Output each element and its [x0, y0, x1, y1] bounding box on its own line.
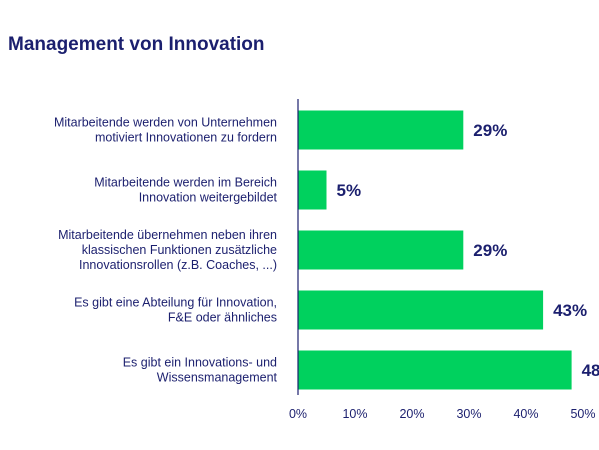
- bar-1: [298, 170, 327, 210]
- x-tick-label-5: 50%: [570, 407, 595, 421]
- category-label-2-line-0: Mitarbeitende übernehmen neben ihren: [58, 228, 277, 242]
- category-label-0-line-0: Mitarbeitende werden von Unternehmen: [54, 116, 277, 130]
- x-tick-label-1: 10%: [342, 407, 367, 421]
- category-label-4-line-1: Wissensmanagement: [157, 371, 278, 385]
- x-tick-label-0: 0%: [289, 407, 307, 421]
- bar-3: [298, 290, 544, 330]
- category-label-1-line-1: Innovation weitergebildet: [139, 191, 278, 205]
- value-label-3: 43%: [553, 301, 587, 320]
- x-tick-label-2: 20%: [399, 407, 424, 421]
- category-label-4-line-0: Es gibt ein Innovations- und: [123, 356, 277, 370]
- category-label-1-line-0: Mitarbeitende werden im Bereich: [94, 176, 277, 190]
- category-label-2-line-1: klassischen Funktionen zusätzliche: [82, 243, 277, 257]
- value-label-0: 29%: [473, 121, 507, 140]
- value-label-2: 29%: [473, 241, 507, 260]
- value-label-1: 5%: [337, 181, 362, 200]
- category-label-2-line-2: Innovationsrollen (z.B. Coaches, ...): [79, 258, 277, 272]
- category-label-3-line-0: Es gibt eine Abteilung für Innovation,: [74, 296, 277, 310]
- bar-2: [298, 230, 464, 270]
- value-label-4: 48%: [582, 361, 599, 380]
- category-label-3-line-1: F&E oder ähnliches: [168, 311, 277, 325]
- x-tick-label-4: 40%: [513, 407, 538, 421]
- bar-4: [298, 350, 572, 390]
- chart-title: Management von Innovation: [8, 34, 265, 55]
- bar-0: [298, 110, 464, 150]
- category-label-0-line-1: motiviert Innovationen zu fordern: [95, 131, 277, 145]
- x-tick-label-3: 30%: [456, 407, 481, 421]
